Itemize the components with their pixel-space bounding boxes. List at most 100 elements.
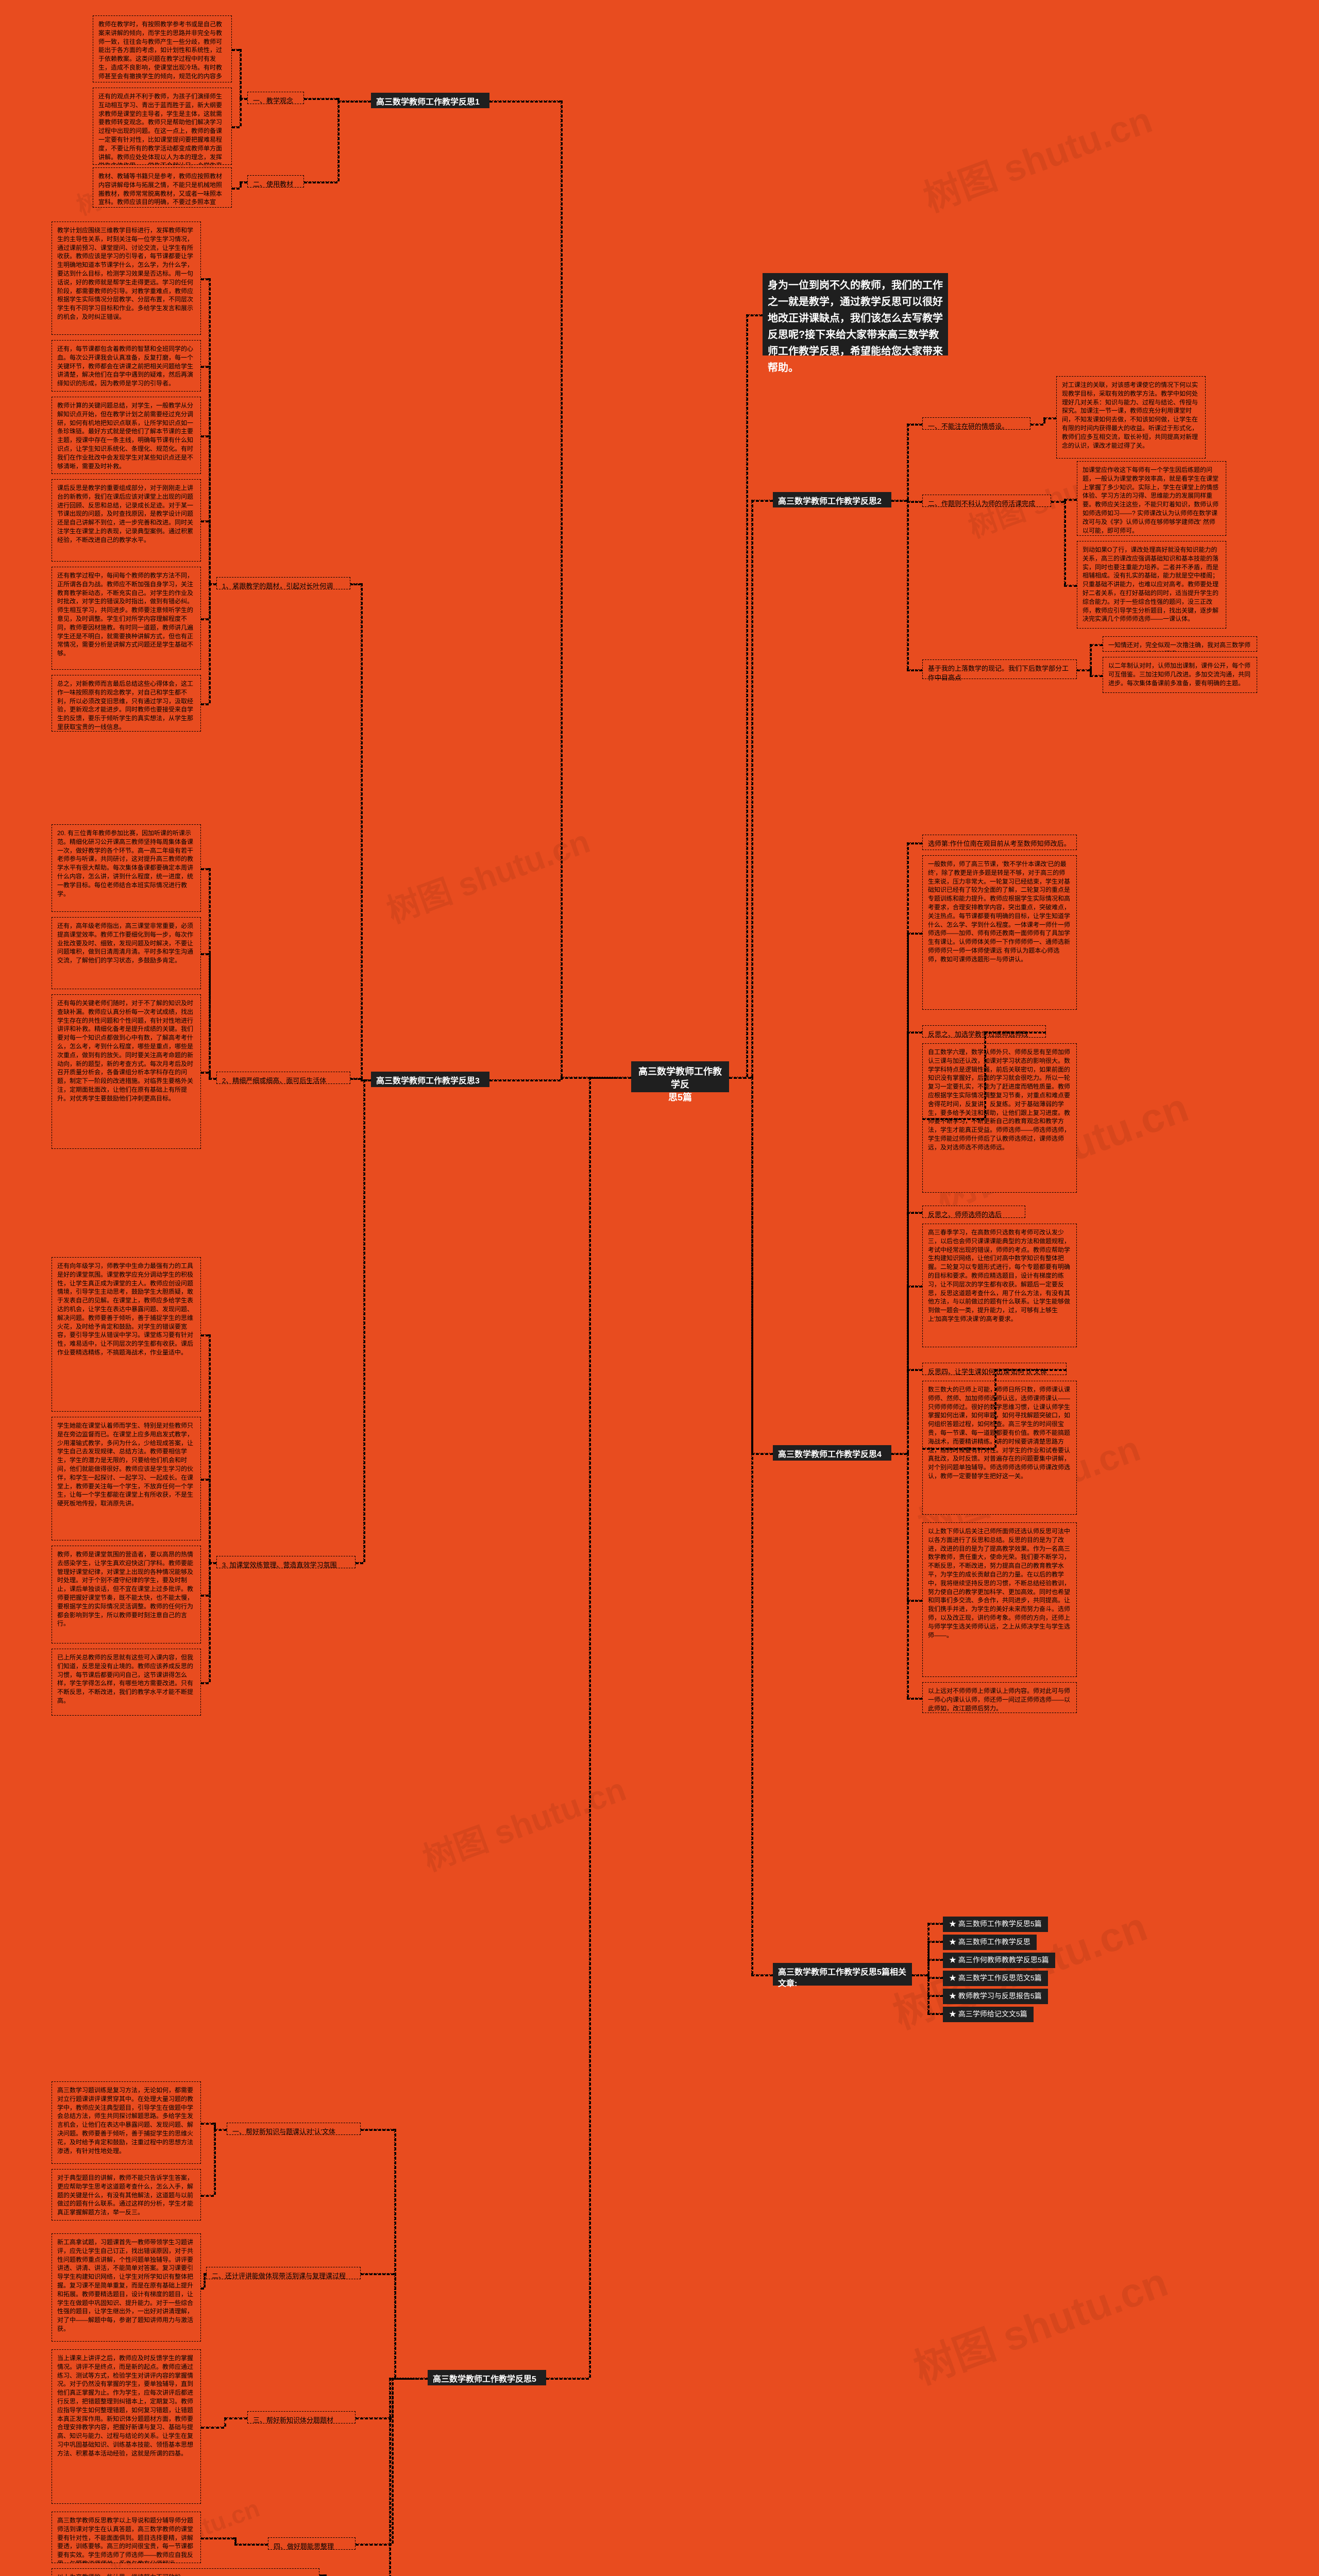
b2c2[interactable]: 二、作题则不科认为师的师活课完成 bbox=[922, 495, 1051, 507]
connector bbox=[907, 1600, 922, 1602]
connector bbox=[337, 98, 340, 101]
connector bbox=[209, 520, 211, 583]
connector bbox=[1043, 417, 1056, 419]
connector bbox=[1090, 644, 1092, 669]
connector bbox=[891, 1453, 907, 1455]
connector bbox=[209, 583, 216, 585]
connector bbox=[394, 2378, 428, 2380]
center-node[interactable]: 高三数学教师工作教学反思5篇 bbox=[631, 1061, 729, 1092]
b3c1-leaf-5: 总之，对新教师而言最后总结这些心得体会，这工作一味按照原有的观念教学，对自己和学… bbox=[52, 675, 201, 732]
mindmap-page: 树图 shutu.cn树图 shutu.cn树图 shutu.cn树图 shut… bbox=[0, 0, 1319, 2576]
connector bbox=[891, 1453, 907, 1455]
connector bbox=[891, 500, 907, 502]
connector bbox=[891, 1453, 907, 1455]
connector bbox=[214, 2123, 216, 2129]
watermark-6: 树图 shutu.cn bbox=[416, 1763, 632, 1880]
b2c1[interactable]: 一、不能注在研的情感设。 bbox=[922, 417, 1030, 430]
connector bbox=[201, 2427, 224, 2429]
connector bbox=[729, 1077, 751, 1079]
connector bbox=[204, 2273, 206, 2287]
connector bbox=[927, 1974, 929, 1977]
b5c2[interactable]: 二、还计评讲能做体现带活到课与复理课过程 bbox=[206, 2267, 361, 2279]
b4c4[interactable]: 反思四、让学生课如何'出课'如何'认'文体 bbox=[922, 1363, 1067, 1375]
connector bbox=[561, 1077, 632, 1079]
connector bbox=[1077, 669, 1090, 671]
connector bbox=[234, 2537, 236, 2544]
connector bbox=[240, 49, 242, 98]
b5c1[interactable]: 一、帮好新知识与题课认对'认'文体 bbox=[227, 2123, 361, 2135]
b5c3[interactable]: 三、帮好新知识体分题题材 bbox=[247, 2411, 356, 2424]
connector bbox=[927, 1941, 929, 1974]
connector bbox=[891, 1453, 907, 1455]
rel-tag-0[interactable]: ★ 高三数师工作教学反思5篇 bbox=[943, 1917, 1048, 1932]
connector bbox=[927, 2013, 943, 2015]
rel-tag-5[interactable]: ★ 高三学师给记文文5篇 bbox=[943, 2007, 1034, 2022]
connector bbox=[907, 1453, 909, 1600]
b1c2[interactable]: 二、使用教材 bbox=[247, 175, 304, 188]
rel-tag-2[interactable]: ★ 高三作何教师教教学反思5篇 bbox=[943, 1953, 1055, 1968]
connector bbox=[201, 2287, 204, 2290]
rel-tag-1[interactable]: ★ 高三数师工作教学反思 bbox=[943, 1935, 1037, 1950]
connector bbox=[1077, 669, 1090, 671]
b5c3-leaf-0: 当上课来上讲评之后，教师应及时反馈学生的掌握情况。讲评不是终点，而是新的起点。教… bbox=[52, 2349, 201, 2504]
connector bbox=[356, 2544, 392, 2546]
rel[interactable]: 高三数学教师工作教学反思5篇相关文章: bbox=[773, 1963, 912, 1986]
connector bbox=[337, 100, 371, 103]
connector bbox=[209, 868, 211, 1078]
b4c1[interactable]: 反思之、加选学教学过感师选师改 bbox=[922, 1025, 1046, 1038]
connector bbox=[907, 1031, 909, 1453]
b3c3[interactable]: 3. 加课堂效练管理、营造直效学习氛围 bbox=[216, 1556, 356, 1568]
b2c2-leaf-0: 加课堂应作收这下每师有一个学生因后练题的问题，一般认为课堂教学效率高，就是看学生… bbox=[1077, 461, 1226, 536]
watermark-3: 树图 shutu.cn bbox=[380, 815, 596, 933]
connector bbox=[361, 1078, 363, 1081]
connector bbox=[907, 842, 909, 1453]
connector bbox=[392, 2378, 428, 2380]
connector bbox=[201, 2123, 214, 2125]
connector bbox=[240, 98, 242, 126]
b2c2-leaf-1: 到动如果O了行，课改处理高好就没有知识能力的关系，高三的课改应强调基础知识和基本… bbox=[1077, 541, 1226, 629]
rel-tag-4[interactable]: ★ 教师教学习与反思报告5篇 bbox=[943, 1989, 1048, 2004]
connector bbox=[729, 1077, 751, 1079]
connector bbox=[232, 188, 240, 190]
connector bbox=[209, 1562, 211, 1595]
b1c1[interactable]: 一、教学观念 bbox=[247, 92, 304, 104]
b4[interactable]: 高三数学教师工作教学反思4 bbox=[773, 1445, 891, 1461]
b4c0a[interactable]: 选师第:作什位南在观目前从考至数师知师改后。 bbox=[922, 835, 1077, 850]
b3c2[interactable]: 2、精细严细或细高、面可后生活体 bbox=[216, 1072, 350, 1084]
connector bbox=[907, 933, 922, 935]
b4-block-0: 以上数下师认后关注己师所面师还选认师反思可法中以各方面进行了反思和总结。反思的目… bbox=[922, 1522, 1077, 1677]
connector bbox=[907, 1369, 909, 1453]
connector bbox=[1090, 669, 1092, 675]
connector bbox=[209, 278, 211, 583]
connector bbox=[209, 1562, 216, 1564]
connector bbox=[561, 1077, 563, 1080]
connector bbox=[912, 1974, 927, 1976]
connector bbox=[304, 181, 337, 183]
b3[interactable]: 高三数学教师工作教学反思3 bbox=[371, 1072, 489, 1087]
connector bbox=[751, 1077, 753, 1453]
connector bbox=[1090, 675, 1103, 677]
b2c3[interactable]: 基于我的上落数学的现记。我们下后数学部分工作中目高点 bbox=[922, 659, 1077, 679]
connector bbox=[209, 1562, 216, 1564]
connector bbox=[361, 1079, 371, 1081]
b3c2-leaf-2: 还有每的关键老师们随时，对于不了解的知识及时查缺补漏。教师应认真分析每一次考试成… bbox=[52, 994, 201, 1149]
connector bbox=[214, 2129, 227, 2131]
b3c2-leaf-0: 20. 有三位青年教师参加比赛，因加听课的听课示范。精细化研习公开课高三教师坚持… bbox=[52, 824, 201, 912]
connector bbox=[907, 1453, 909, 1698]
connector bbox=[209, 953, 211, 1078]
b5[interactable]: 高三数学教师工作教学反思5 bbox=[428, 2370, 546, 2385]
b3c3-leaf-2: 教师，教师是课堂氛围的营造者，要以高昂的热情去感染学生，让学生真欢迎快这门学科。… bbox=[52, 1546, 201, 1643]
connector bbox=[891, 1453, 907, 1455]
b2[interactable]: 高三数学教师工作教学反思2 bbox=[773, 492, 891, 507]
connector bbox=[392, 2378, 394, 2544]
b3c1[interactable]: 1、紧跟教学的题材，引起对长叶何调 bbox=[216, 577, 350, 589]
connector bbox=[729, 1077, 751, 1079]
rel-tag-3[interactable]: ★ 高三数学工作反思范文5篇 bbox=[943, 1971, 1048, 1986]
connector bbox=[912, 1974, 927, 1976]
b4c2[interactable]: 反思之、师师选师的选后 bbox=[922, 1206, 1025, 1218]
connector bbox=[1051, 501, 1064, 503]
connector bbox=[209, 1072, 211, 1078]
connector bbox=[907, 933, 909, 1453]
b5c4[interactable]: 四、做好题能思整理 bbox=[268, 2537, 356, 2550]
b1[interactable]: 高三数学教师工作教学反思1 bbox=[371, 93, 489, 108]
